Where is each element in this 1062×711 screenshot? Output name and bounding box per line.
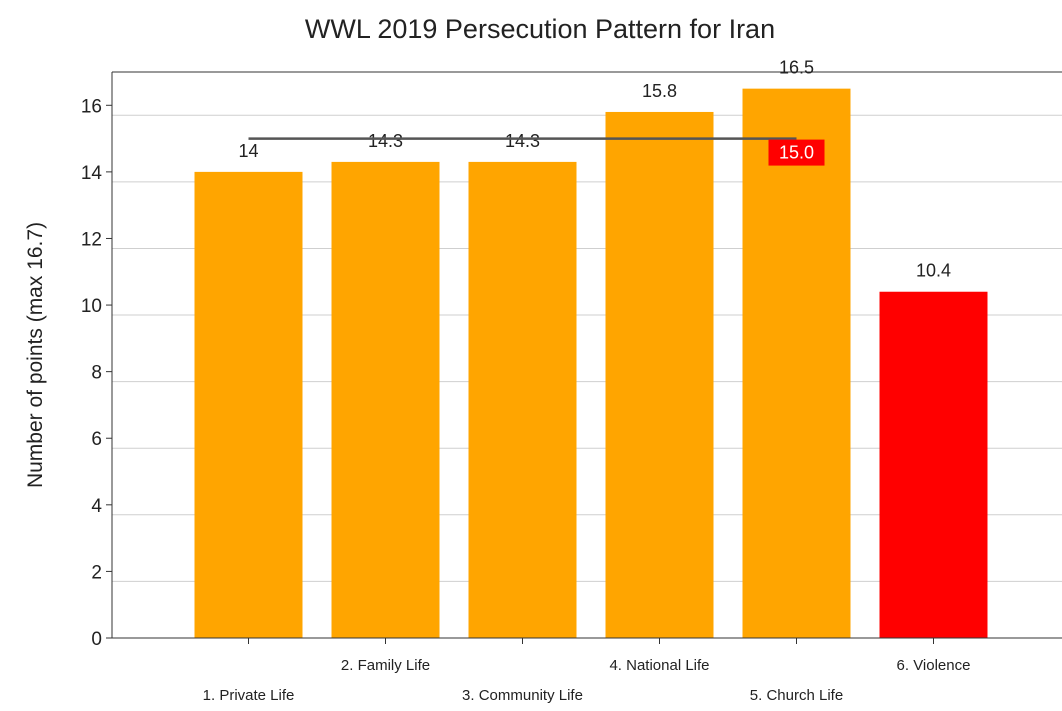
x-tick-label: 4. National Life bbox=[609, 657, 709, 674]
y-tick-label: 10 bbox=[81, 296, 102, 317]
y-tick-label: 2 bbox=[91, 562, 102, 583]
y-tick-label: 4 bbox=[91, 496, 102, 517]
data-label: 14 bbox=[238, 141, 258, 161]
y-axis-label: Number of points (max 16.7) bbox=[24, 222, 47, 488]
data-label: 16.5 bbox=[779, 58, 814, 78]
bar-6 bbox=[879, 291, 988, 638]
axes: 0 2 4 6 8 10 12 14 16 1. Private Life 2. Family Li… bbox=[81, 71, 1062, 704]
average-line-group: 15.0 bbox=[248, 137, 825, 166]
x-tick-label: 1. Private Life bbox=[203, 687, 295, 704]
x-tick-label: 5. Church Life bbox=[750, 687, 843, 704]
x-tick-label: 3. Community Life bbox=[462, 687, 583, 704]
bar-5 bbox=[742, 88, 851, 639]
y-tick-label: 0 bbox=[91, 629, 102, 650]
bar-2 bbox=[331, 161, 440, 639]
y-tick-label: 12 bbox=[81, 229, 102, 250]
average-label-box bbox=[768, 139, 825, 166]
y-tick-label: 16 bbox=[81, 96, 102, 117]
y-tick-label: 8 bbox=[91, 363, 102, 384]
chart-title: WWL 2019 Persecution Pattern for Iran bbox=[305, 14, 775, 44]
x-tick-label: 6. Violence bbox=[897, 657, 971, 674]
y-tick-label: 6 bbox=[91, 429, 102, 450]
x-tick-label: 2. Family Life bbox=[341, 657, 430, 674]
bar-1 bbox=[194, 171, 303, 638]
data-label: 10.4 bbox=[916, 261, 951, 281]
data-label: 14.3 bbox=[505, 131, 540, 151]
data-labels: 14 14.3 14.3 15.8 16.5 10.4 bbox=[238, 58, 951, 281]
average-label: 15.0 bbox=[779, 143, 814, 163]
bar-3 bbox=[468, 161, 577, 639]
bars bbox=[194, 88, 988, 639]
bar-4 bbox=[605, 111, 714, 638]
y-tick-label: 14 bbox=[81, 163, 103, 184]
data-label: 14.3 bbox=[368, 131, 403, 151]
data-label: 15.8 bbox=[642, 81, 677, 101]
